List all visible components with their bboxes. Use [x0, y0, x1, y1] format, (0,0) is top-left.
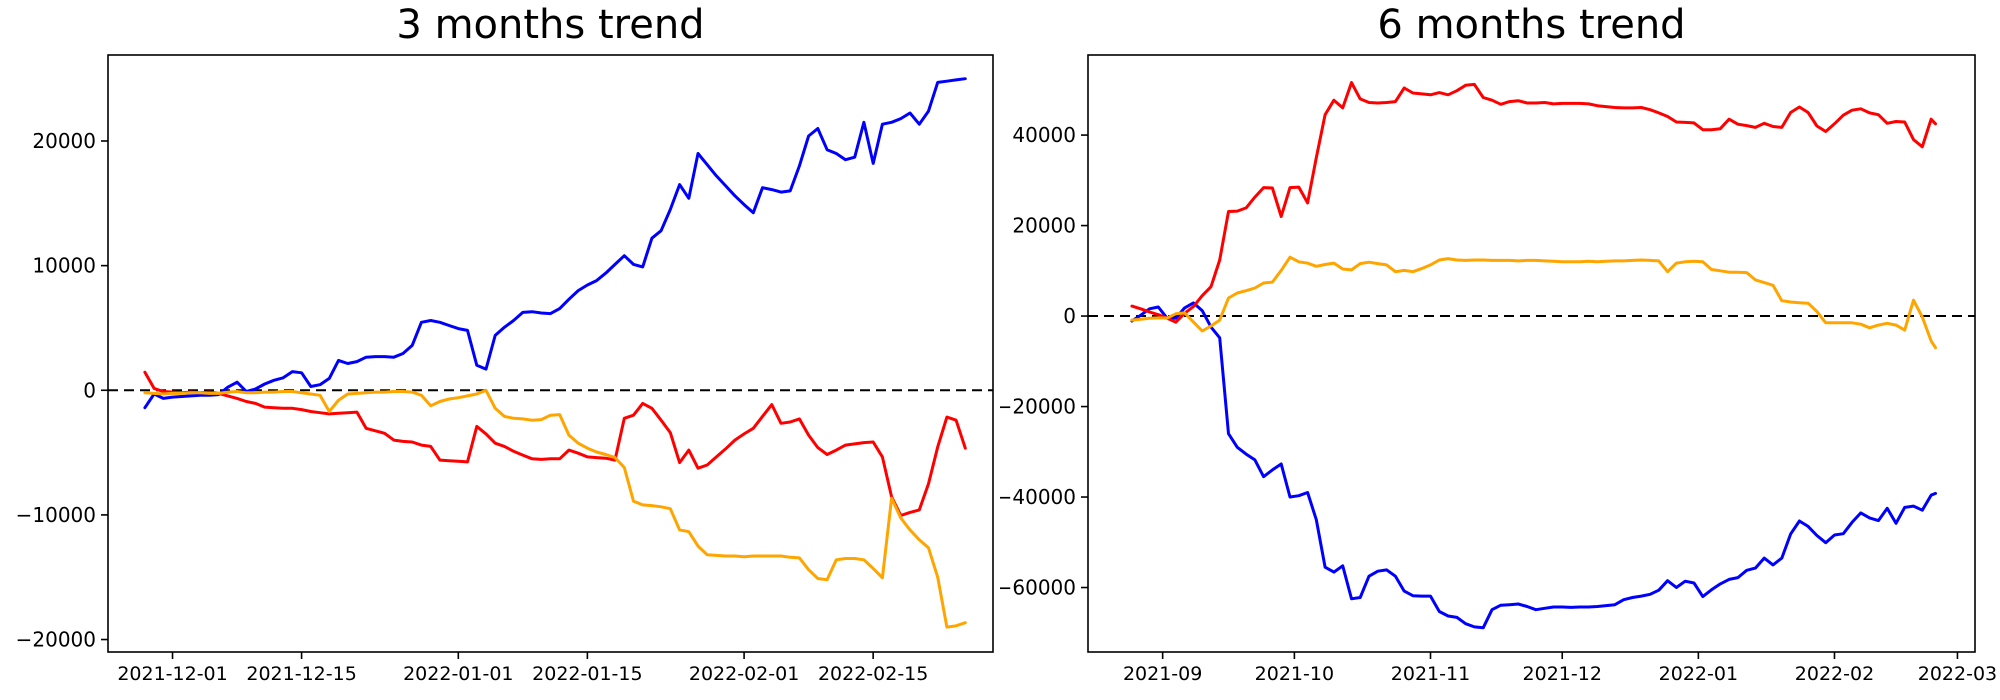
y-tick-label: 20000 [32, 129, 96, 153]
x-tick-label: 2022-03 [1918, 663, 1997, 685]
x-tick-label: 2022-01-01 [403, 663, 513, 685]
y-tick-label: −20000 [1000, 395, 1076, 419]
x-tick-label: 2021-12 [1523, 663, 1602, 685]
y-tick-label: 0 [83, 378, 96, 402]
plot-area-border [107, 54, 994, 653]
y-tick-label: −40000 [1000, 485, 1076, 509]
right-chart-title: 6 months trend [1377, 2, 1686, 48]
x-tick-label: 2022-01 [1659, 663, 1738, 685]
x-tick-label: 2022-02 [1795, 663, 1874, 685]
y-tick-label: −60000 [1000, 576, 1076, 600]
x-tick-label: 2022-02-15 [818, 663, 928, 685]
left-chart-title: 3 months trend [396, 2, 705, 48]
y-tick-label: 20000 [1012, 214, 1076, 238]
x-tick-label: 2021-11 [1391, 663, 1470, 685]
series-orange-line [1130, 255, 1937, 350]
x-tick-label: 2021-12-15 [246, 663, 356, 685]
x-tick-label: 2022-01-15 [532, 663, 642, 685]
y-tick-label: 40000 [1012, 123, 1076, 147]
x-tick-label: 2021-12-01 [117, 663, 227, 685]
y-tick-label: −20000 [16, 628, 96, 652]
x-tick-label: 2021-10 [1255, 663, 1334, 685]
y-tick-label: 10000 [32, 254, 96, 278]
left-chart-plot: −20000 −10000 0 10000 20000 2021-12-01 2021-12… [16, 54, 994, 685]
series-blue-line [1130, 301, 1937, 630]
x-tick-label: 2021-09 [1123, 663, 1202, 685]
series-red-line [143, 370, 967, 517]
x-tick-label: 2022-02-01 [689, 663, 799, 685]
y-tick-label: 0 [1063, 304, 1076, 328]
right-chart-plot: −60000 −40000 −20000 0 20000 40000 2021-09 2021… [1000, 54, 1997, 685]
series-blue-line [143, 77, 967, 410]
series-orange-line [143, 388, 967, 629]
series-red-line [1130, 81, 1937, 324]
plot-area-border [1087, 54, 1976, 653]
y-tick-label: −10000 [16, 503, 96, 527]
